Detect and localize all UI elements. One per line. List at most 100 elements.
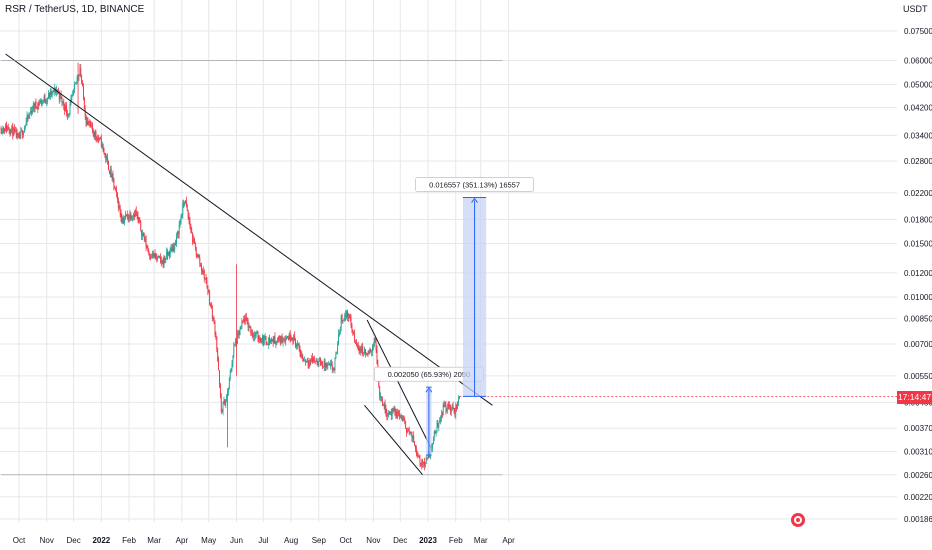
- candle-body: [43, 96, 45, 101]
- candle-body: [406, 428, 407, 433]
- candle-body: [348, 314, 350, 318]
- candle: [403, 415, 405, 422]
- candle: [214, 320, 216, 338]
- candle: [391, 407, 393, 420]
- candle: [74, 81, 75, 94]
- candle: [106, 154, 108, 162]
- candle-body: [5, 124, 7, 132]
- candle: [406, 427, 408, 434]
- candle: [193, 234, 194, 244]
- candle-body: [218, 360, 220, 371]
- candle-body: [263, 337, 265, 344]
- candle-body: [281, 336, 283, 343]
- candle: [232, 355, 234, 368]
- candle: [172, 243, 174, 254]
- candle: [291, 336, 293, 341]
- candle: [415, 444, 416, 453]
- candle: [261, 333, 263, 346]
- candle: [451, 403, 453, 412]
- candle: [328, 360, 330, 366]
- candle-body: [40, 100, 41, 103]
- candle: [311, 354, 313, 363]
- candle: [267, 343, 269, 346]
- candle-body: [392, 408, 394, 411]
- candle-body: [13, 128, 15, 136]
- candle-body: [150, 256, 152, 258]
- candle-body: [258, 339, 260, 341]
- candle: [274, 332, 276, 345]
- candle-body: [370, 348, 372, 353]
- range-label: 0.002050 (65.93%) 2050: [388, 370, 471, 379]
- candle-body: [427, 453, 429, 458]
- candle-body: [44, 96, 46, 102]
- candle-body: [364, 348, 366, 354]
- candle: [227, 387, 229, 396]
- candle-body: [46, 100, 48, 103]
- candle-body: [271, 339, 273, 342]
- candle: [47, 97, 49, 105]
- candle: [457, 401, 458, 410]
- candle-body: [320, 358, 322, 366]
- candle: [303, 357, 305, 362]
- candle-body: [125, 215, 127, 217]
- candle-body: [213, 317, 215, 324]
- candle-body: [284, 340, 286, 342]
- candle-body: [277, 338, 279, 343]
- candle: [68, 112, 70, 118]
- candle: [289, 330, 291, 343]
- candle-body: [34, 102, 36, 109]
- candle-body: [311, 357, 313, 362]
- earnings-icon[interactable]: [791, 513, 805, 527]
- candle: [317, 360, 319, 367]
- candle: [140, 220, 142, 232]
- candle-body: [95, 131, 97, 137]
- candle-body: [317, 363, 319, 366]
- candle: [335, 351, 337, 360]
- candle-body: [415, 448, 417, 455]
- candle-body: [398, 411, 399, 413]
- candle-body: [37, 103, 39, 110]
- small-range: 0.002050 (65.93%) 2050: [374, 366, 484, 456]
- candle-body: [138, 218, 140, 222]
- candle: [113, 177, 115, 191]
- candle-body: [117, 199, 119, 209]
- candle-body: [148, 250, 150, 254]
- candle-body: [404, 419, 406, 422]
- candle: [306, 357, 308, 363]
- candle-body: [71, 95, 73, 100]
- candle-body: [27, 115, 29, 118]
- candle: [183, 199, 185, 208]
- candle: [457, 395, 459, 407]
- candle: [323, 357, 325, 372]
- candle: [39, 99, 41, 106]
- candle-body: [343, 318, 345, 321]
- candle: [202, 268, 203, 275]
- candle: [352, 329, 354, 336]
- candle: [128, 214, 130, 223]
- candle: [234, 343, 236, 347]
- candle: [89, 118, 91, 128]
- candle-body: [264, 336, 266, 338]
- candle-body: [304, 360, 306, 362]
- candle-body: [452, 405, 454, 408]
- candle: [395, 408, 397, 419]
- candle: [125, 213, 127, 217]
- candle-body: [287, 336, 288, 338]
- candle: [415, 445, 417, 457]
- candle: [146, 244, 148, 249]
- candle-body: [245, 317, 247, 319]
- candle-body: [54, 88, 56, 93]
- candle-body: [247, 322, 249, 328]
- candle: [349, 313, 351, 322]
- candle-body: [457, 399, 459, 404]
- candle-body: [236, 333, 238, 344]
- candle-body: [21, 130, 23, 132]
- candle: [169, 246, 171, 258]
- candle: [167, 248, 169, 260]
- candle: [253, 332, 254, 342]
- x-tick-label: Jun: [230, 536, 243, 545]
- candle: [139, 217, 141, 223]
